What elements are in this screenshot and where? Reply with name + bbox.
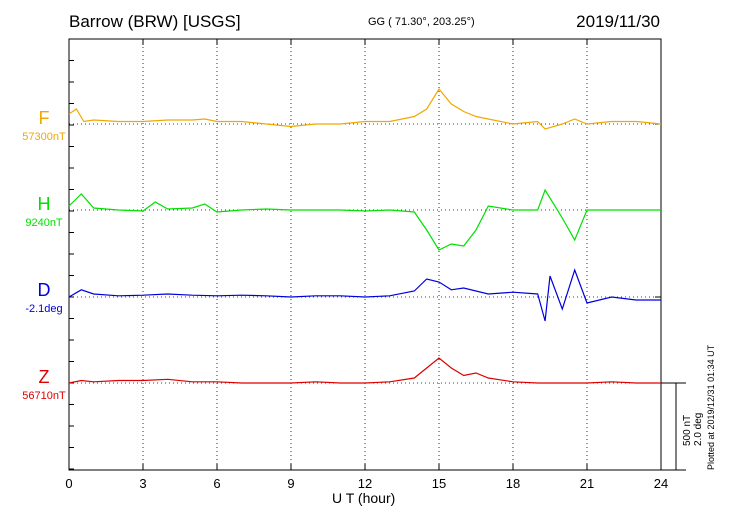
- component-label-H: H 9240nT: [14, 194, 74, 229]
- x-tick-label: 21: [580, 476, 594, 491]
- component-baseline-value: -2.1deg: [25, 303, 63, 315]
- component-symbol: F: [38, 108, 50, 128]
- component-baseline-value: 57300nT: [22, 131, 66, 143]
- component-label-Z: Z 56710nT: [14, 367, 74, 402]
- component-symbol: Z: [38, 367, 50, 387]
- x-tick-label: 6: [213, 476, 220, 491]
- series-line-D: [68, 268, 661, 322]
- component-baseline-value: 9240nT: [25, 217, 63, 229]
- x-tick-label: 12: [358, 476, 372, 491]
- observation-date: 2019/11/30: [576, 12, 660, 31]
- component-symbol: D: [37, 280, 51, 300]
- scale-nt-label: 500 nT: [682, 414, 693, 446]
- x-tick-label: 24: [654, 476, 668, 491]
- component-label-F: F 57300nT: [14, 108, 74, 143]
- x-tick-label: 15: [432, 476, 446, 491]
- geographic-coordinates: GG ( 71.30°, 203.25°): [368, 16, 475, 28]
- series-line-Z: [68, 357, 661, 384]
- x-tick-label: 0: [65, 476, 72, 491]
- component-symbol: H: [37, 194, 51, 214]
- component-baseline-value: 56710nT: [22, 390, 66, 402]
- series-line-F: [68, 87, 662, 130]
- x-axis-label: U T (hour): [332, 490, 396, 506]
- series-line-H: [68, 188, 661, 251]
- x-tick-label: 18: [506, 476, 520, 491]
- scale-deg-label: 2.0 deg: [693, 412, 704, 446]
- x-tick-label: 9: [287, 476, 294, 491]
- plotted-timestamp: Plotted at 2019/12/31 01:34 UT: [706, 344, 716, 470]
- station-title: Barrow (BRW) [USGS]: [69, 12, 241, 31]
- component-label-D: D -2.1deg: [14, 280, 74, 315]
- x-tick-label: 3: [139, 476, 146, 491]
- scale-legend: 500 nT 2.0 deg: [682, 413, 704, 446]
